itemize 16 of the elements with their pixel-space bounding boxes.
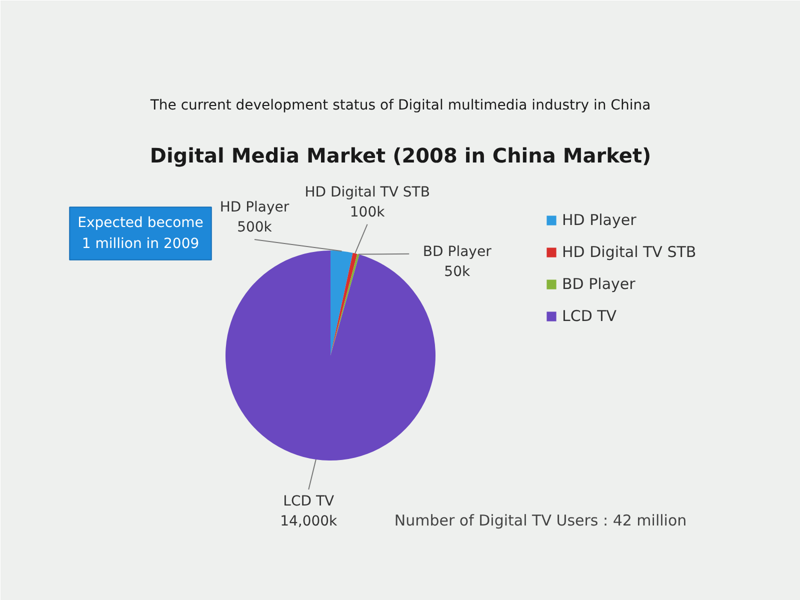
slice-label: HD Digital TV STB xyxy=(304,184,430,200)
slice-label: LCD TV xyxy=(283,493,335,510)
chart-title: Digital Media Market (2008 in China Market) xyxy=(150,144,652,168)
data-label: 50k xyxy=(444,264,471,280)
slice-label: HD Player xyxy=(220,200,290,216)
legend-label: HD Player xyxy=(562,211,636,229)
data-label: 14,000k xyxy=(280,513,338,530)
legend-label: BD Player xyxy=(562,275,636,293)
text: Expected become 1 million in 2009 xyxy=(78,215,204,252)
data-label: 500k xyxy=(237,220,273,236)
legend-label: HD Digital TV STB xyxy=(562,243,696,261)
text: Number of Digital TV Users : 42 million xyxy=(394,512,687,530)
slice-label: BD Player xyxy=(422,244,492,260)
data-label: 100k xyxy=(350,204,386,220)
chart-subtitle: The current development status of Digital multimedia industry in China xyxy=(149,98,651,114)
legend-label: LCD TV xyxy=(562,307,617,325)
